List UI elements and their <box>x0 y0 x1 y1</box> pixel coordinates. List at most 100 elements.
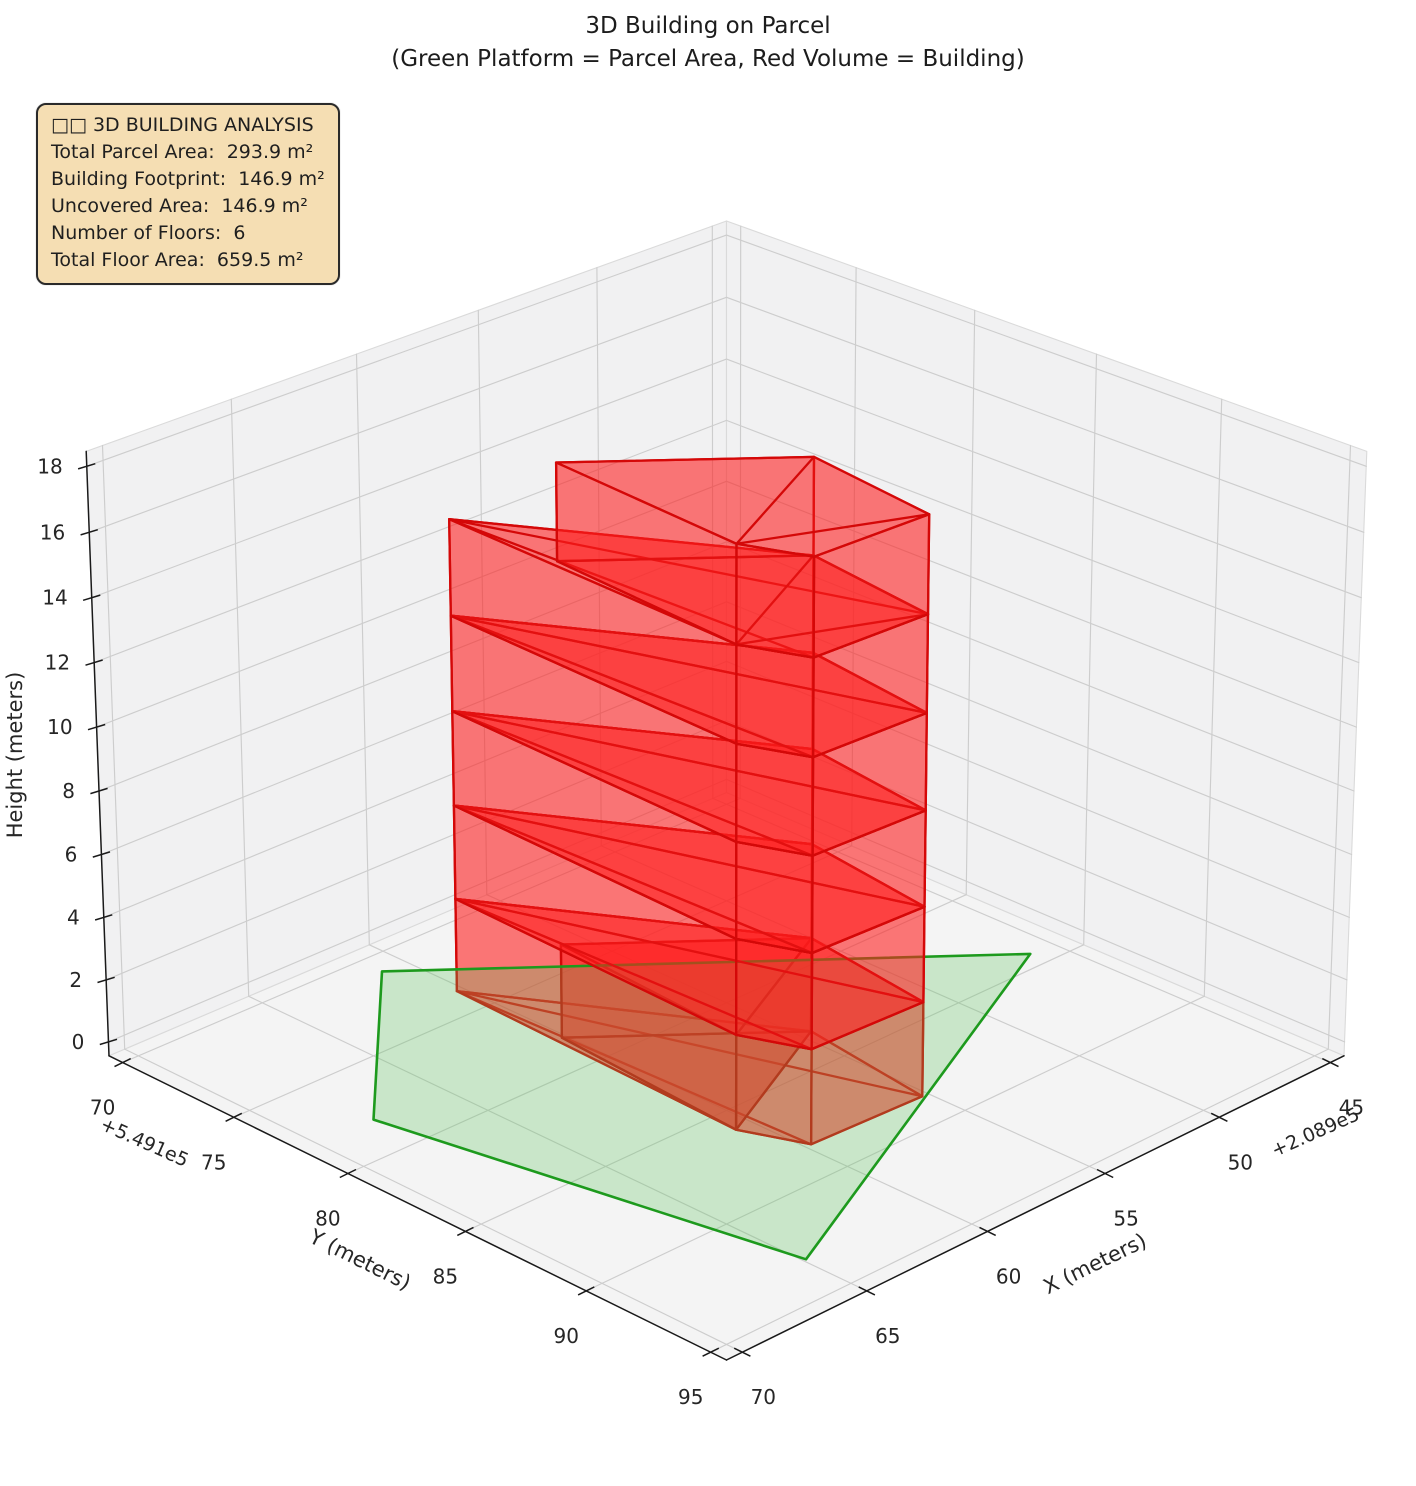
x-tick-mark <box>1210 1112 1228 1122</box>
z-tick-label: 8 <box>62 779 75 803</box>
y-tick-mark <box>702 1347 720 1357</box>
analysis-info-box: □□ 3D BUILDING ANALYSIS Total Parcel Are… <box>36 103 340 285</box>
chart-title: 3D Building on Parcel (Green Platform = … <box>0 10 1416 76</box>
x-axis-spine <box>725 1055 1345 1361</box>
x-tick-label: 70 <box>751 1385 776 1409</box>
z-tick-label: 16 <box>40 520 65 544</box>
z-tick-label: 6 <box>65 843 78 867</box>
z-tick-label: 2 <box>69 968 82 992</box>
grid-x-floor <box>712 797 1331 1064</box>
grid-y-wall <box>1327 444 1352 1050</box>
z-tick-mark <box>90 787 108 795</box>
grid-x-floor <box>248 995 868 1292</box>
face-diagonal <box>735 554 815 646</box>
z-tick-label: 0 <box>72 1030 85 1054</box>
z-tick-mark <box>97 976 115 984</box>
axis-spines <box>85 450 1345 1361</box>
grid-x-wall <box>101 444 126 1050</box>
grid-x-wall <box>477 309 488 896</box>
x-tick-label: 50 <box>1228 1150 1253 1174</box>
grid-z-left-wall <box>100 601 728 856</box>
grid-z-right-wall <box>725 480 1357 728</box>
z-tick-mark <box>94 914 113 921</box>
z-axis-label: Height (meters) <box>3 672 27 839</box>
info-line-building-footprint: Building Footprint: 146.9 m² <box>51 168 325 190</box>
z-tick-label: 18 <box>37 454 62 478</box>
face-diagonal <box>454 897 925 1004</box>
parcel-area <box>372 952 1032 1261</box>
y-axis-offset-text: +5.491e5 <box>97 1113 192 1171</box>
z-tick-label: 10 <box>47 715 72 739</box>
x-axis-offset-text: +2.089e5 <box>1268 1103 1363 1161</box>
building-floor-6 <box>554 455 931 659</box>
grid-y-floor <box>347 894 967 1175</box>
z-tick-mark <box>82 594 101 602</box>
grid-z-left-wall <box>96 480 728 728</box>
y-tick-mark <box>456 1226 474 1237</box>
grid-x-wall <box>230 398 250 997</box>
z-tick-mark <box>80 528 99 536</box>
chart-title-line2: (Green Platform = Parcel Area, Red Volum… <box>391 46 1025 72</box>
z-tick-mark <box>85 659 103 666</box>
front-face-2 <box>735 937 814 1051</box>
grid-z-right-wall <box>725 778 1346 1043</box>
grid-x-floor <box>124 1048 743 1353</box>
grid-y-floor <box>122 797 741 1064</box>
front-face-2 <box>735 643 815 759</box>
grid-y-floor <box>585 995 1205 1292</box>
face-diagonal <box>735 455 816 545</box>
grid-z-left-wall <box>103 660 728 918</box>
grid-z-right-wall <box>725 234 1367 467</box>
grid-z-right-wall <box>725 660 1350 918</box>
x-tick-label: 45 <box>1339 1096 1364 1120</box>
info-line-uncovered-area: Uncovered Area: 146.9 m² <box>51 195 308 217</box>
grid-z-left-wall <box>91 358 728 599</box>
grid-x-wall <box>596 267 602 847</box>
z-tick-mark <box>99 1038 118 1046</box>
face-diagonal <box>451 710 927 812</box>
info-line-number-of-floors: Number of Floors: 6 <box>51 222 246 244</box>
grid-z-right-wall <box>725 541 1355 792</box>
grid-z-right-wall <box>725 296 1365 533</box>
face-diagonal <box>449 614 815 759</box>
grid-z-left-wall <box>105 720 728 981</box>
y-axis-label: Y (meters) <box>305 1224 415 1295</box>
x-tick-mark <box>858 1286 876 1296</box>
grid-y-floor <box>710 1048 1329 1353</box>
y-tick-label: 80 <box>315 1207 340 1231</box>
grid-y-wall <box>1203 398 1223 997</box>
x-tick-label: 55 <box>1113 1207 1138 1231</box>
face-diagonal <box>735 613 930 646</box>
grid-y-wall <box>851 267 857 847</box>
grid-x-floor <box>486 894 1106 1175</box>
z-axis-spine <box>85 450 110 1057</box>
y-tick-label: 95 <box>678 1385 703 1409</box>
face-diagonal <box>451 710 814 857</box>
y-tick-mark <box>577 1286 595 1296</box>
grid-z-left-wall <box>86 234 728 467</box>
front-face-2 <box>735 742 815 857</box>
axis-ticks: 70 65 60 55 50 45 70 75 80 85 90 95 0 2 4 6 8 10 12 14 16 18 <box>37 454 1364 1409</box>
info-line-total-floor-area: Total Floor Area: 659.5 m² <box>51 249 304 271</box>
face-diagonal <box>452 804 926 908</box>
front-face-2 <box>735 542 816 659</box>
y-tick-label: 75 <box>201 1150 226 1174</box>
info-line-total-parcel-area: Total Parcel Area: 293.9 m² <box>51 141 314 163</box>
y-tick-mark <box>339 1168 357 1179</box>
z-tick-mark <box>92 851 111 858</box>
grid-z-right-wall <box>725 720 1348 981</box>
y-tick-label: 70 <box>90 1096 115 1120</box>
grid-x-floor <box>600 845 1220 1118</box>
grid-y-floor <box>233 845 853 1118</box>
grid-z-left-wall <box>98 541 728 792</box>
face-diagonal <box>448 518 815 659</box>
building-floor-5 <box>448 518 930 759</box>
y-tick-label: 85 <box>433 1264 458 1288</box>
z-tick-mark <box>87 723 106 731</box>
grid-z-left-wall <box>88 296 728 533</box>
grid-y-wall <box>1083 353 1098 946</box>
grid-y-wall <box>739 225 742 799</box>
chart-title-line1: 3D Building on Parcel <box>585 13 831 39</box>
